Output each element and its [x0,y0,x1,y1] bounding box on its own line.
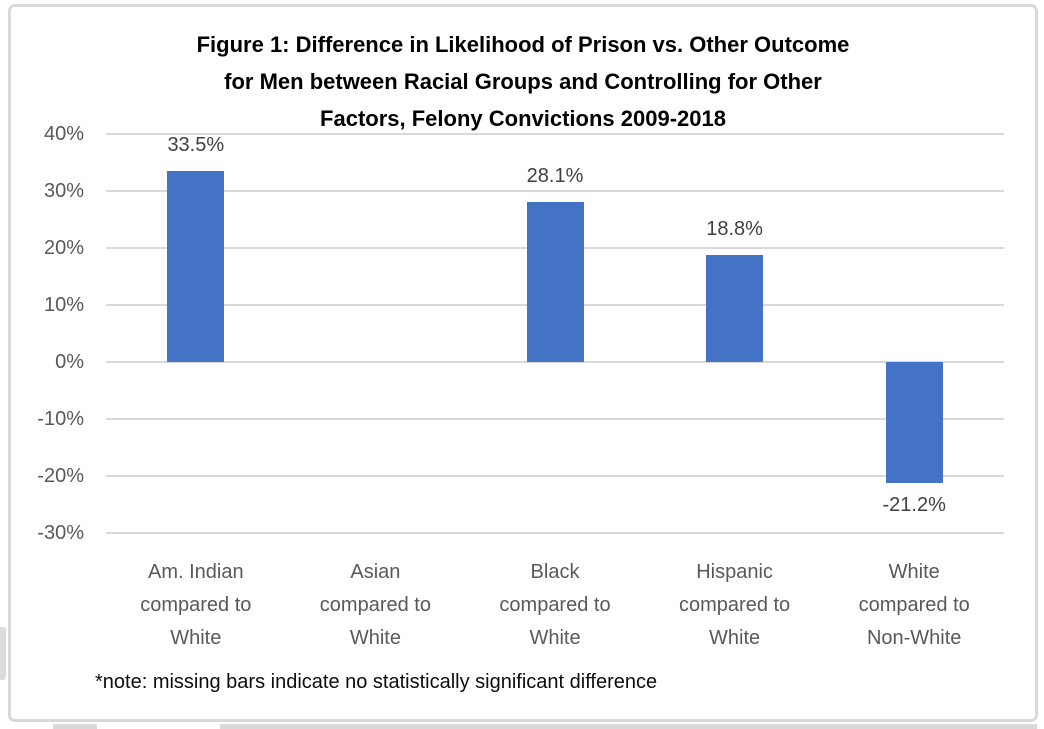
x-axis-category-label-line: Black [530,561,580,583]
x-axis-category-label: Hispanic compared to White [645,556,825,655]
y-axis-tick-label: 20% [43,237,84,259]
x-axis-category-label-line: compared to [679,594,791,616]
gridline [106,475,1004,477]
x-axis-category-label-line: Am. Indian [147,561,244,583]
y-axis-tick-label: -30% [37,522,84,544]
chart-note: *note: missing bars indicate no statisti… [95,671,658,693]
background-artifact-bottom-strip [53,724,97,729]
bar-value-label: 18.8% [706,217,763,240]
x-axis-category-label-line: Hispanic [696,561,773,583]
y-axis-tick-label: 30% [43,180,84,202]
bar [885,362,943,483]
background-artifact-bottom-strip [220,724,1037,729]
x-axis-category-label: Asian compared to White [285,556,465,655]
y-axis-tick-label: 10% [43,294,84,316]
gridline [106,133,1004,135]
gridline [106,532,1004,534]
x-axis-category-label-line: White [709,627,761,649]
x-axis-category-label-line: White [349,627,401,649]
x-axis-category-label-line: White [170,627,222,649]
chart-title: Figure 1: Difference in Likelihood of Pr… [8,26,1038,137]
y-axis-tick-label: -20% [37,465,84,487]
y-axis-tick-label: -10% [37,408,84,430]
x-axis-category-label-line: compared to [499,594,611,616]
gridline [106,418,1004,420]
bar-value-label: 28.1% [526,164,584,187]
x-axis-category-label: Black compared to White [465,556,645,655]
chart-title-line-3: Factors, Felony Convictions 2009-2018 [320,106,726,131]
x-axis-category-label: Am. Indian compared to White [106,556,286,655]
bar [706,254,764,362]
y-axis-tick-label: 0% [55,351,84,373]
gridline [106,190,1004,192]
chart-title-line-2: for Men between Racial Groups and Contro… [224,69,822,94]
bar [526,201,584,362]
x-axis-category-label-line: White [888,561,940,583]
bar-value-label: -21.2% [882,493,946,516]
x-axis-category-label-line: compared to [140,594,252,616]
gridline [106,361,1004,363]
x-axis-category-label-line: Non-White [866,627,962,649]
bar [167,171,225,362]
background-artifact-left-edge [0,627,6,680]
x-axis-category-label-line: White [529,627,581,649]
x-axis-category-label-line: compared to [858,594,970,616]
bar-value-label: 33.5% [167,134,225,157]
y-axis-tick-label: 40% [43,123,84,145]
x-axis-category-label-line: compared to [319,594,431,616]
x-axis-category-label: White compared to Non-White [824,556,1004,655]
chart-title-line-1: Figure 1: Difference in Likelihood of Pr… [196,32,850,57]
chart-frame [8,4,1038,722]
x-axis-category-label-line: Asian [350,561,401,583]
